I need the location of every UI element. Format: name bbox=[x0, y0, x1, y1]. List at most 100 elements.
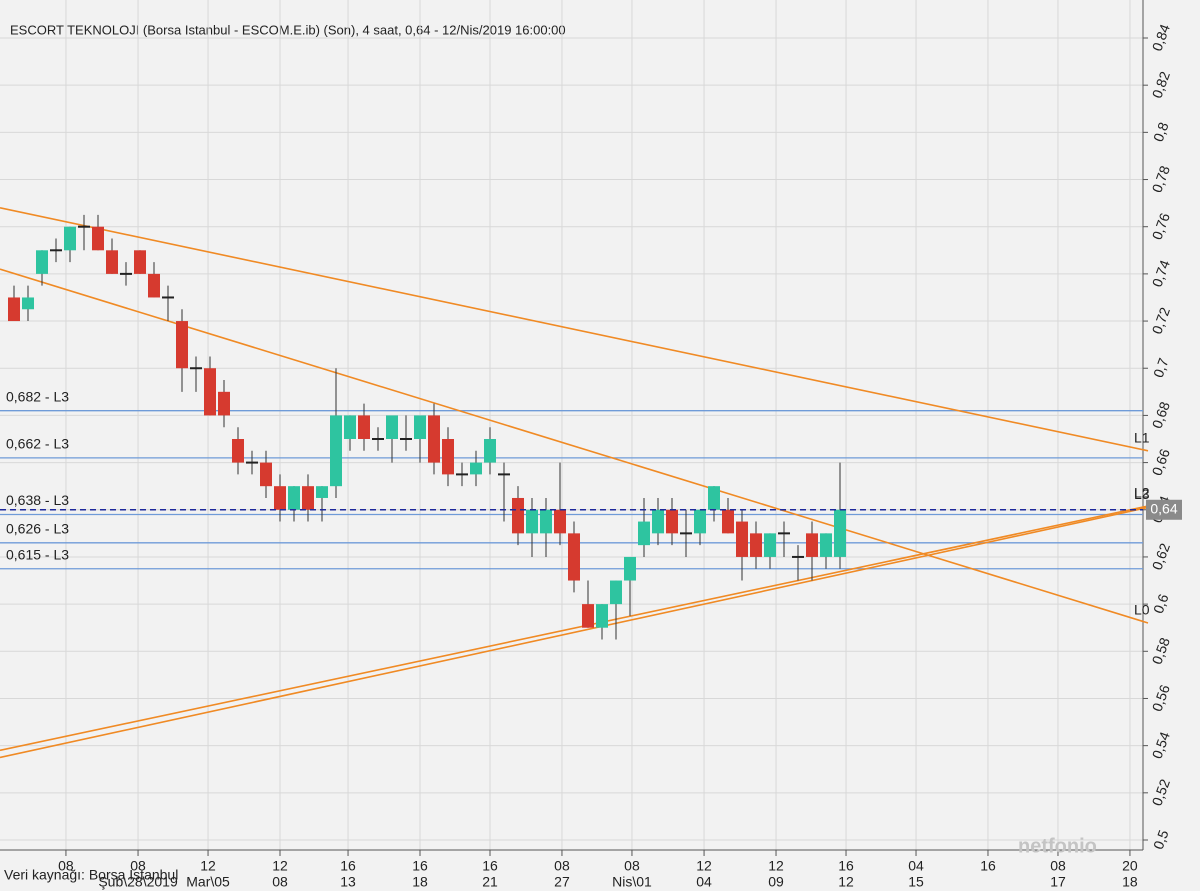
level-label: 0,615 - L3 bbox=[6, 546, 69, 562]
candle-body bbox=[554, 509, 566, 534]
x-date-label: Şub\28\2019 bbox=[98, 874, 178, 890]
candle-body bbox=[582, 604, 594, 628]
candle-body bbox=[484, 439, 496, 463]
candle-body bbox=[568, 533, 580, 581]
x-date-label: 17 bbox=[1050, 874, 1066, 890]
candle-body bbox=[722, 509, 734, 534]
x-tick-label: 16 bbox=[482, 858, 498, 874]
candle-body bbox=[470, 462, 482, 475]
candle-body bbox=[610, 580, 622, 605]
x-tick-label: 16 bbox=[412, 858, 428, 874]
candle-body bbox=[442, 439, 454, 475]
x-tick-label: 08 bbox=[130, 858, 146, 874]
y-tick-label: 0,82 bbox=[1149, 69, 1173, 100]
candle-body bbox=[148, 273, 160, 298]
x-date-label: 18 bbox=[412, 874, 428, 890]
candle-body bbox=[666, 509, 678, 534]
last-price-badge bbox=[1146, 499, 1182, 520]
y-tick-label: 0,68 bbox=[1149, 399, 1173, 430]
trend-line bbox=[0, 506, 1149, 759]
x-tick-label: 20 bbox=[1122, 858, 1138, 874]
y-tick-label: 0,7 bbox=[1150, 356, 1172, 380]
candle-body bbox=[36, 250, 48, 274]
candle-body bbox=[694, 509, 706, 534]
watermark: netfonio bbox=[1018, 835, 1097, 857]
candle-body bbox=[708, 486, 720, 510]
x-date-label: 21 bbox=[482, 874, 498, 890]
candle-body bbox=[638, 521, 650, 546]
x-date-label: 13 bbox=[340, 874, 356, 890]
level-label: 0,626 - L3 bbox=[6, 520, 69, 536]
trend-line bbox=[0, 505, 1149, 752]
y-tick-label: 0,56 bbox=[1149, 682, 1173, 713]
candle-body bbox=[260, 462, 272, 487]
candle-body bbox=[106, 250, 118, 274]
candle-body bbox=[596, 604, 608, 628]
candle-body bbox=[764, 533, 776, 557]
candle-body bbox=[358, 415, 370, 439]
y-tick-label: 0,66 bbox=[1149, 446, 1173, 477]
candle-body bbox=[750, 533, 762, 557]
candle-body bbox=[302, 486, 314, 510]
candle-body bbox=[736, 521, 748, 557]
x-date-label: 15 bbox=[908, 874, 924, 890]
candle-body bbox=[204, 368, 216, 416]
candle-body bbox=[288, 486, 300, 510]
candle-body bbox=[218, 391, 230, 416]
candle-body bbox=[22, 297, 34, 310]
x-tick-label: 08 bbox=[554, 858, 570, 874]
y-tick-label: 0,78 bbox=[1149, 163, 1173, 194]
x-tick-label: 12 bbox=[200, 858, 216, 874]
x-date-label: 08 bbox=[272, 874, 288, 890]
candle-body bbox=[8, 297, 20, 322]
x-date-label: 04 bbox=[696, 874, 712, 890]
trend-line bbox=[0, 268, 1149, 624]
candle-body bbox=[526, 509, 538, 534]
x-tick-label: 08 bbox=[58, 858, 74, 874]
candle-body bbox=[274, 486, 286, 510]
level-label: 0,638 - L3 bbox=[6, 492, 69, 508]
y-tick-label: 0,58 bbox=[1149, 635, 1173, 666]
candle-body bbox=[512, 497, 524, 534]
trend-label: L0 bbox=[1134, 602, 1150, 618]
source-note: Veri kaynağı: Borsa Istanbul bbox=[4, 867, 178, 883]
trend-label: L3 bbox=[1134, 486, 1150, 502]
x-date-label: 27 bbox=[554, 874, 570, 890]
level-label: 0,682 - L3 bbox=[6, 388, 69, 404]
candle-body bbox=[316, 486, 328, 498]
x-tick-label: 12 bbox=[768, 858, 784, 874]
trend-line bbox=[0, 207, 1149, 452]
candle-body bbox=[344, 415, 356, 439]
x-date-label: 12 bbox=[838, 874, 854, 890]
y-tick-label: 0,5 bbox=[1150, 827, 1172, 851]
y-tick-label: 0,76 bbox=[1149, 211, 1173, 242]
y-tick-label: 0,54 bbox=[1149, 729, 1173, 760]
x-date-label: 09 bbox=[768, 874, 784, 890]
candle-body bbox=[176, 321, 188, 369]
x-tick-label: 08 bbox=[1050, 858, 1066, 874]
y-tick-label: 0,8 bbox=[1150, 120, 1172, 144]
candle-body bbox=[232, 439, 244, 463]
candle-body bbox=[64, 226, 76, 251]
x-tick-label: 12 bbox=[272, 858, 288, 874]
last-price-label: 0,64 bbox=[1150, 500, 1177, 516]
candle-body bbox=[428, 415, 440, 463]
candle-body bbox=[134, 250, 146, 274]
candle-body bbox=[806, 533, 818, 557]
candle-body bbox=[820, 533, 832, 557]
x-tick-label: 12 bbox=[696, 858, 712, 874]
x-date-label: Mar\05 bbox=[186, 874, 230, 890]
y-tick-label: 0,6 bbox=[1150, 592, 1172, 616]
x-date-label: 18 bbox=[1122, 874, 1138, 890]
candle-body bbox=[414, 415, 426, 439]
x-date-label: Nis\01 bbox=[612, 874, 652, 890]
y-tick-label: 0,74 bbox=[1149, 258, 1173, 289]
candle-body bbox=[92, 226, 104, 251]
x-tick-label: 16 bbox=[980, 858, 996, 874]
candle-body bbox=[386, 415, 398, 439]
x-tick-label: 16 bbox=[838, 858, 854, 874]
trend-label: L2 bbox=[1134, 485, 1150, 501]
y-tick-label: 0,52 bbox=[1149, 777, 1173, 808]
